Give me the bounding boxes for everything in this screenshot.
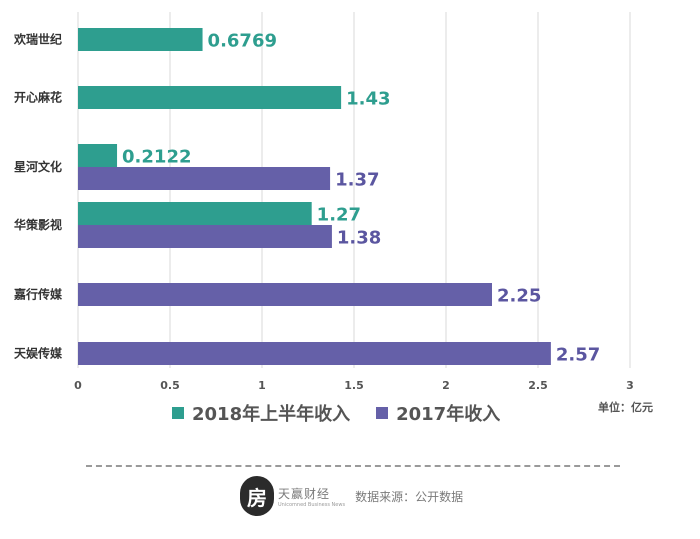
legend-label-2018: 2018年上半年收入 [192,404,351,425]
bar [78,225,332,248]
data-label: 1.43 [346,89,390,110]
category-label: 开心麻花 [14,90,62,105]
x-tick-label: 2 [442,379,450,392]
bar [78,167,331,190]
x-tick-label: 0 [74,379,82,392]
data-label: 0.6769 [208,31,277,52]
data-source: 数据来源：公开数据 [355,489,464,504]
data-label: 1.27 [317,205,361,226]
data-label: 2.57 [556,345,600,366]
data-label: 1.38 [337,228,381,249]
bar [78,86,342,109]
category-label: 欢瑞世纪 [13,32,62,47]
bar [78,144,118,167]
brand-name: 天赢财经 [278,486,331,501]
dashed-divider [86,465,620,467]
x-tick-label: 3 [626,379,634,392]
bar [78,202,312,225]
brand-subtitle: Unicomned Business News [278,501,346,508]
legend-swatch-2017 [376,407,389,419]
unit-label: 单位：亿元 [598,401,653,414]
bar [78,28,203,51]
legend-item-2018: 2018年上半年收入 [172,400,350,426]
x-tick-label: 0.5 [160,379,180,392]
legend-label-2017: 2017年收入 [396,404,501,425]
category-label: 星河文化 [14,159,62,174]
category-label: 天娱传媒 [14,346,63,361]
bar [78,283,492,306]
legend-item-2017: 2017年收入 [376,400,500,426]
legend-swatch-2018 [172,407,184,419]
data-label: 2.25 [497,286,541,307]
bar [78,342,551,365]
x-tick-label: 1 [258,379,266,392]
brand: 天赢财经 Unicomned Business News [278,485,345,508]
data-label: 1.37 [335,170,379,191]
x-tick-label: 1.5 [344,379,364,392]
data-label: 0.2122 [122,147,191,168]
x-tick-label: 2.5 [528,379,548,392]
legend: 2018年上半年收入 2017年收入 [172,400,526,426]
footer: 房 天赢财经 Unicomned Business News 数据来源：公开数据 [240,476,463,516]
category-label: 华策影视 [14,217,62,232]
brand-logo-icon: 房 [240,476,274,516]
category-label: 嘉行传媒 [13,287,63,302]
